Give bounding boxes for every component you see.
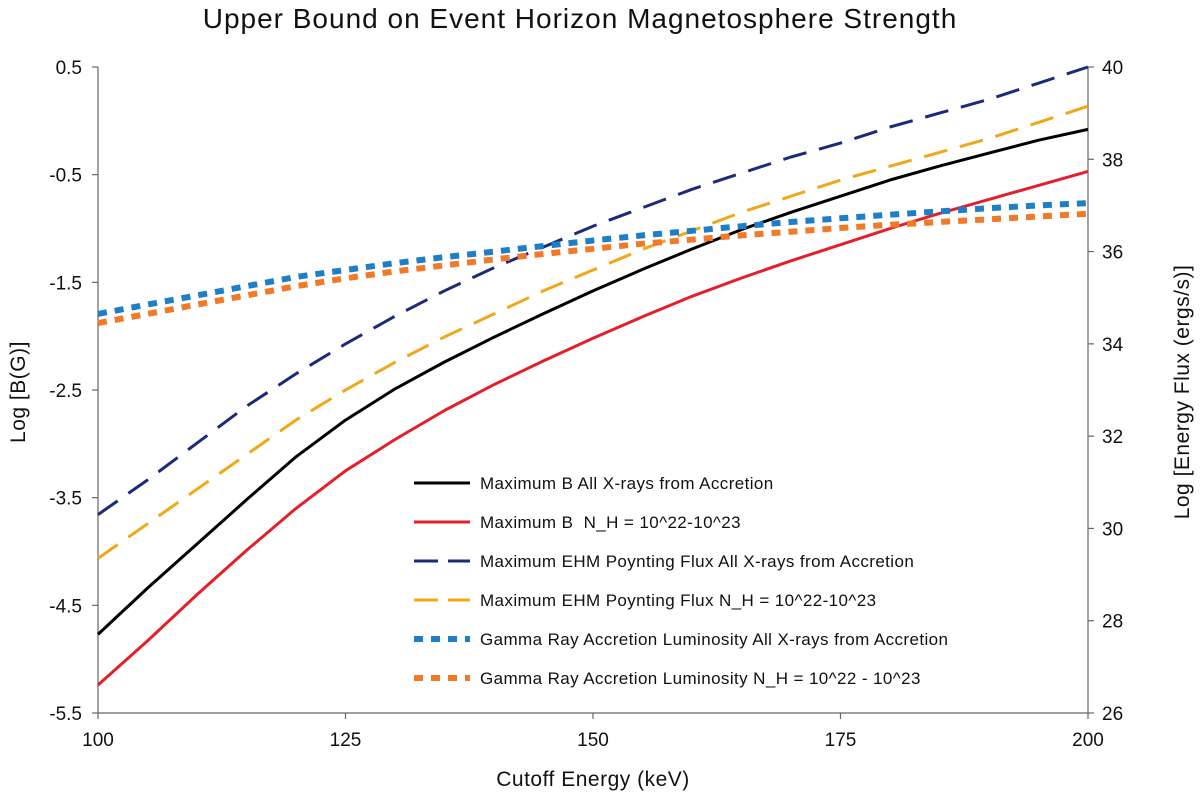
legend-label-4: Maximum EHM Poynting Flux N_H = 10^22-10… [480, 591, 876, 610]
series-line-5 [97, 200, 1089, 317]
x-axis-label: Cutoff Energy (keV) [496, 768, 690, 791]
left-tick-label: -3.5 [49, 489, 82, 510]
left-tick-label: -5.5 [49, 704, 82, 725]
right-tick-label: 38 [1102, 150, 1123, 171]
x-tick-label: 150 [577, 730, 609, 751]
left-tick-label: -4.5 [49, 596, 82, 617]
left-axis-ticks: 0.5 -0.5 -1.5 -2.5 -3.5 -4.5 -5.5 [49, 58, 98, 725]
left-tick-label: -2.5 [49, 381, 82, 402]
legend-label-1: Maximum B All X-rays from Accretion [480, 474, 774, 493]
x-tick-label: 100 [82, 730, 114, 751]
x-tick-label: 175 [825, 730, 857, 751]
x-tick-label: 200 [1072, 730, 1104, 751]
right-tick-label: 26 [1102, 704, 1123, 725]
series-layer [96, 65, 1089, 687]
right-tick-label: 34 [1102, 335, 1124, 356]
legend-label-2: Maximum B N_H = 10^22-10^23 [480, 513, 741, 532]
right-tick-label: 28 [1102, 612, 1123, 633]
legend: Maximum B All X-rays from Accretion Maxim… [414, 474, 948, 688]
right-tick-label: 40 [1102, 58, 1123, 79]
right-axis-ticks: 40 38 36 34 32 30 28 26 [1088, 58, 1124, 725]
x-axis-ticks: 100 125 150 175 200 [82, 713, 1104, 751]
x-tick-label: 125 [330, 730, 362, 751]
right-tick-label: 36 [1102, 243, 1123, 264]
series-line-6 [97, 210, 1089, 327]
right-y-axis-label: Log [Energy Flux (ergs/s)] [1171, 265, 1194, 520]
legend-label-6: Gamma Ray Accretion Luminosity N_H = 10^… [480, 669, 921, 688]
legend-label-3: Maximum EHM Poynting Flux All X-rays fro… [480, 552, 914, 571]
series-line-3 [97, 65, 1089, 516]
plot-frame [97, 67, 1089, 714]
series-line-1 [96, 127, 1089, 636]
right-tick-label: 32 [1102, 427, 1123, 448]
left-tick-label: -0.5 [49, 166, 82, 187]
chart-title: Upper Bound on Event Horizon Magnetosphe… [203, 3, 958, 34]
left-tick-label: -1.5 [49, 273, 82, 294]
left-y-axis-label: Log [B(G)] [7, 341, 30, 443]
series-line-4 [97, 104, 1089, 560]
series-line-2 [97, 169, 1089, 687]
left-tick-label: 0.5 [56, 58, 82, 79]
right-tick-label: 30 [1102, 519, 1123, 540]
legend-label-5: Gamma Ray Accretion Luminosity All X-ray… [480, 630, 948, 649]
